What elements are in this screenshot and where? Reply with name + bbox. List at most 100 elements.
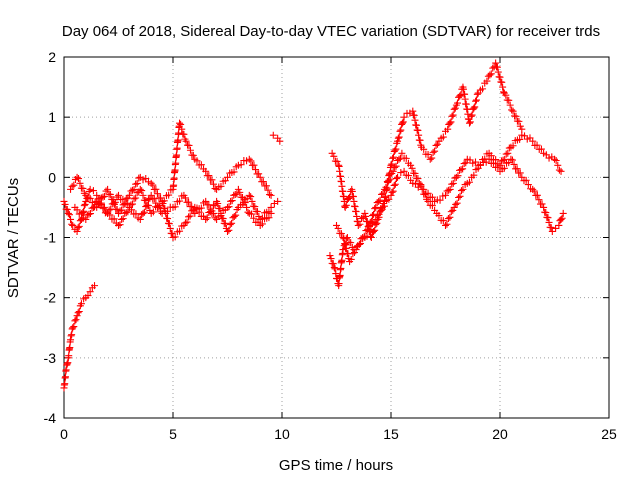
data-point-fill [150,195,158,203]
data-point-fill [402,154,410,162]
data-point-fill [349,250,357,258]
data-point-fill [149,181,157,189]
data-point [483,77,491,85]
series-8 [333,149,567,266]
data-point [234,185,242,193]
data-point-fill [506,101,514,109]
data-point [86,185,94,193]
data-point [202,167,210,175]
data-point-fill [453,99,461,107]
data-point [372,203,380,211]
data-point-fill [230,212,238,220]
data-point-fill [513,165,521,173]
data-point-fill [130,195,138,203]
data-point-fill [106,190,114,198]
data-point [104,185,112,193]
data-point-fill [116,207,124,215]
data-point [529,137,537,145]
data-point-fill [554,161,562,169]
data-point-fill [502,91,510,99]
data-point-fill [332,270,340,278]
data-point-fill [63,206,71,214]
data-point-fill [118,215,126,223]
data-point-fill [454,172,462,180]
data-point-fill [391,146,399,154]
data-point-fill [72,316,80,324]
data-point-fill [233,190,241,198]
data-point-fill [395,155,403,163]
data-point-fill [367,217,375,225]
data-point-fill [102,187,110,195]
data-point-fill [67,215,75,223]
data-point-fill [153,190,161,198]
data-point-fill [144,196,152,204]
data-point-fill [470,171,478,179]
data-point [551,155,558,163]
data-point [115,191,122,199]
data-point-fill [448,112,456,120]
data-point-fill [371,205,379,213]
y-tick-label: 0 [48,169,56,185]
data-point-fill [512,112,520,120]
data-point [245,191,253,199]
y-tick-label: 1 [48,109,56,125]
data-point-fill [342,245,350,253]
data-point-fill [119,201,127,209]
data-point-fill [555,166,563,174]
data-point [67,185,75,193]
data-point-fill [143,201,151,209]
data-point-fill [88,204,96,212]
data-point-fill [385,176,393,184]
data-point-fill [360,232,368,240]
data-point-fill [209,209,217,217]
data-point-fill [74,224,82,232]
data-point-fill [211,214,219,222]
data-point-fill [86,210,94,218]
data-point [485,155,493,163]
data-point-fill [410,111,418,119]
data-point-fill [508,106,516,114]
data-point [276,137,284,145]
data-point-fill [135,174,143,182]
data-point-fill [250,161,258,169]
data-point-fill [227,197,235,205]
data-point-fill [265,214,273,222]
data-point-fill [449,206,457,214]
data-point-fill [166,224,174,232]
data-point-fill [205,172,213,180]
data-point-fill [444,215,452,223]
data-point-fill [244,208,252,216]
data-point [365,221,373,229]
data-point-fill [470,104,478,112]
data-point-fill [149,208,157,216]
data-point-fill [386,175,394,183]
x-axis-label: GPS time / hours [279,457,393,474]
data-point-fill [482,158,490,166]
data-point-fill [168,230,176,238]
data-point-fill [65,211,73,219]
data-point-fill [90,203,98,211]
data-point [367,234,375,241]
data-point-fill [457,166,465,174]
data-point-fill [181,194,189,202]
data-point-fill [127,187,135,195]
data-point-fill [450,105,458,113]
data-point [93,191,101,199]
data-point-fill [165,220,173,228]
data-point-fill [97,194,105,202]
data-point-fill [176,197,184,205]
data-point-fill [417,181,425,189]
y-axis-label: SDTVAR / TECUs [5,178,22,298]
data-point-fill [492,156,500,164]
data-point [91,282,99,290]
data-point-fill [232,211,240,219]
data-point-fill [389,187,397,195]
data-point-fill [113,193,121,201]
data-point-fill [404,172,412,180]
data-point-fill [432,141,440,149]
data-point-fill [355,240,363,248]
data-point-fill [253,208,261,216]
data-point-fill [142,203,150,211]
data-point [555,221,563,229]
data-point-fill [436,196,444,204]
